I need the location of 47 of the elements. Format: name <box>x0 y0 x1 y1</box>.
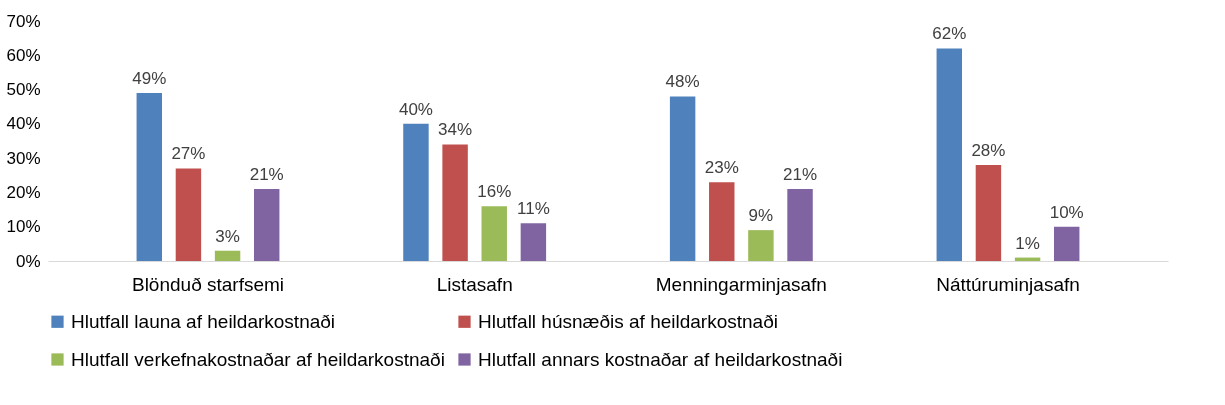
y-tick-label: 20% <box>6 182 41 202</box>
data-label: 11% <box>517 199 550 219</box>
data-label: 21% <box>783 165 818 184</box>
data-label: 10% <box>1049 202 1084 222</box>
data-label: 3% <box>215 226 240 246</box>
bar <box>175 168 202 261</box>
x-tick-label: Menningarminjasafn <box>655 273 827 295</box>
bar <box>520 223 547 261</box>
bar <box>442 144 468 261</box>
bar <box>403 123 429 261</box>
x-tick-label: Náttúruminjasafn <box>936 273 1080 295</box>
bar <box>787 189 813 261</box>
bar <box>709 182 735 261</box>
y-tick-label: 0% <box>15 251 41 271</box>
y-tick-label: 40% <box>6 114 41 134</box>
bar <box>975 165 1002 261</box>
bar <box>481 206 507 261</box>
bar <box>1053 226 1080 261</box>
data-label: 27% <box>171 144 206 164</box>
y-tick-label: 70% <box>6 11 41 31</box>
bar <box>136 93 163 261</box>
x-tick-label: Listasafn <box>436 273 513 295</box>
data-label: 34% <box>438 120 473 140</box>
bar <box>669 96 696 261</box>
y-tick-label: 50% <box>6 80 41 100</box>
data-label: 21% <box>249 165 284 184</box>
y-tick-label: 60% <box>6 45 41 65</box>
data-label: 23% <box>704 158 739 178</box>
data-label: 16% <box>477 182 512 202</box>
data-label: 9% <box>748 206 774 226</box>
x-tick-label: Blönduð starfsemi <box>131 273 285 295</box>
legend-label: Hlutfall húsnæðis af heildarkostnaði <box>478 310 778 332</box>
bar <box>936 48 963 261</box>
y-tick-label: 10% <box>6 217 41 237</box>
legend-label: Hlutfall annars kostnaðar af heildarkostnaði <box>478 348 843 370</box>
legend-label: Hlutfall verkefnakostnaðar af heildarkostnaði <box>71 348 445 370</box>
legend-label: Hlutfall launa af heildarkostnaði <box>71 310 336 332</box>
bar <box>748 230 774 261</box>
data-label: 49% <box>132 69 167 88</box>
data-label: 48% <box>665 72 700 92</box>
y-tick-label: 30% <box>6 148 41 168</box>
bar <box>214 250 241 261</box>
data-label: 1% <box>1015 233 1040 253</box>
data-label: 28% <box>971 141 1006 160</box>
data-label: 62% <box>932 24 967 44</box>
data-label: 40% <box>398 99 433 119</box>
bar <box>253 189 280 261</box>
